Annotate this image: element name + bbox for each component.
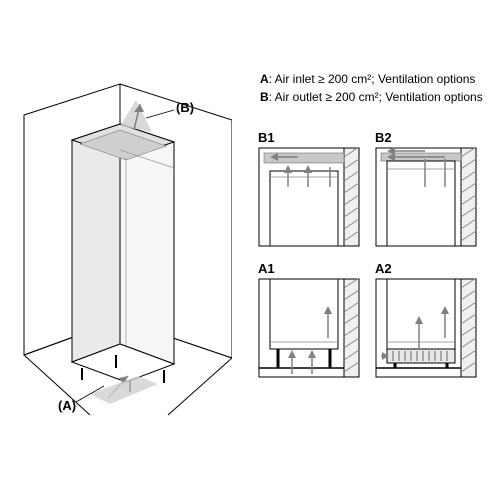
- panel-a1: A1: [258, 261, 361, 378]
- callout-b: (B): [176, 100, 194, 115]
- legend-a-text: : Air inlet ≥ 200 cm²; Ventilation optio…: [269, 72, 476, 86]
- panel-a2: A2: [375, 261, 478, 378]
- legend-block: A: Air inlet ≥ 200 cm²; Ventilation opti…: [260, 70, 483, 106]
- arrow-a-icon: [90, 376, 158, 404]
- panel-a2-label: A2: [375, 261, 478, 276]
- panel-a1-label: A1: [258, 261, 361, 276]
- diagram-container: A: Air inlet ≥ 200 cm²; Ventilation opti…: [0, 0, 500, 500]
- isometric-cabinet: (A) (B): [20, 80, 230, 420]
- detail-grid: B1: [258, 130, 478, 378]
- callout-a: (A): [58, 398, 76, 413]
- legend-b-label: B: [260, 90, 269, 104]
- panel-b2: B2: [375, 130, 478, 247]
- panel-b2-label: B2: [375, 130, 478, 145]
- legend-line-a: A: Air inlet ≥ 200 cm²; Ventilation opti…: [260, 70, 483, 88]
- legend-line-b: B: Air outlet ≥ 200 cm²; Ventilation opt…: [260, 88, 483, 106]
- panel-b1-label: B1: [258, 130, 361, 145]
- legend-a-label: A: [260, 72, 269, 86]
- legend-b-text: : Air outlet ≥ 200 cm²; Ventilation opti…: [269, 90, 483, 104]
- panel-b1: B1: [258, 130, 361, 247]
